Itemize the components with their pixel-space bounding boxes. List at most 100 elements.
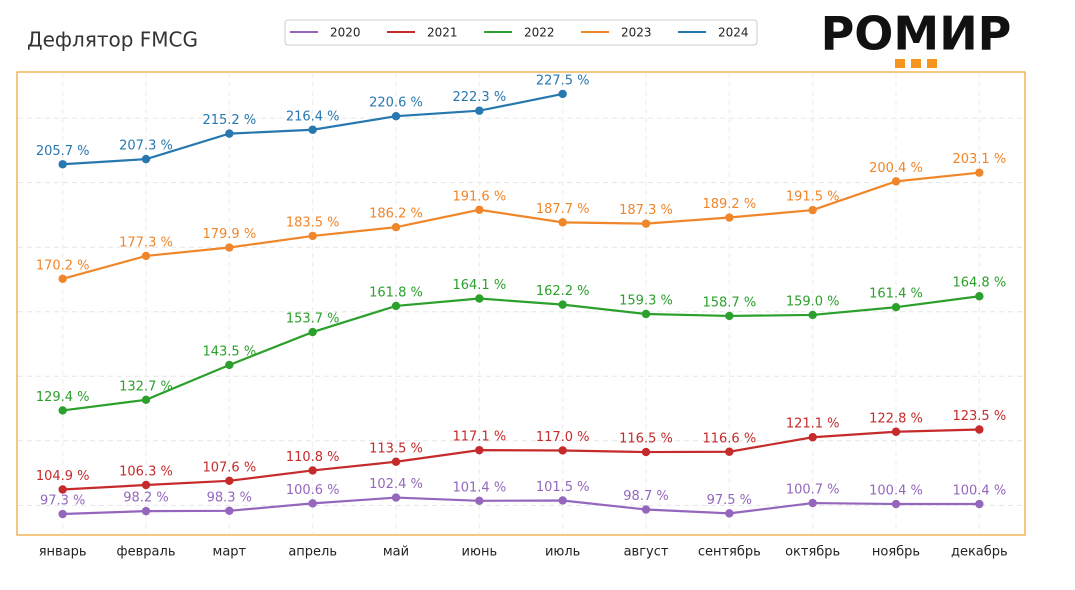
data-point xyxy=(58,160,67,169)
data-point xyxy=(475,445,484,455)
data-point xyxy=(225,506,234,516)
data-point xyxy=(475,205,484,214)
data-label: 187.3 % xyxy=(619,203,673,218)
data-label: 101.4 % xyxy=(452,480,506,495)
data-point xyxy=(641,447,651,457)
data-point xyxy=(58,485,67,494)
x-tick-label: февраль xyxy=(117,545,176,560)
data-label: 100.6 % xyxy=(286,483,340,498)
data-label: 183.5 % xyxy=(286,215,340,230)
data-point xyxy=(308,231,317,241)
data-point xyxy=(391,493,401,502)
data-point xyxy=(308,125,317,134)
data-label: 123.5 % xyxy=(952,409,1006,424)
chart-title: Дефлятор FMCG xyxy=(27,28,198,52)
data-point xyxy=(475,106,484,115)
data-point xyxy=(641,219,651,228)
data-point xyxy=(58,509,67,519)
data-point xyxy=(725,509,734,518)
data-point xyxy=(558,496,567,505)
legend-label: 2024 xyxy=(718,26,749,40)
data-point xyxy=(308,499,317,508)
series-line xyxy=(62,171,980,280)
data-label: 116.5 % xyxy=(619,432,673,447)
data-label: 121.1 % xyxy=(786,417,840,432)
data-point xyxy=(641,505,651,514)
data-label: 189.2 % xyxy=(702,197,756,212)
data-point xyxy=(558,218,567,227)
series-line xyxy=(62,496,980,516)
x-tick-label: ноябрь xyxy=(872,545,920,560)
data-label: 177.3 % xyxy=(119,235,173,250)
x-tick-label: декабрь xyxy=(951,545,1008,560)
data-point xyxy=(308,466,317,475)
data-point xyxy=(58,274,67,284)
data-point xyxy=(975,168,984,177)
data-point xyxy=(891,427,901,436)
data-label: 117.1 % xyxy=(452,430,506,445)
data-label: 179.9 % xyxy=(202,227,256,242)
data-point xyxy=(141,395,151,405)
x-tick-label: март xyxy=(213,545,247,560)
data-point xyxy=(808,205,817,215)
x-tick-label: апрель xyxy=(288,545,337,560)
data-point xyxy=(475,294,484,303)
data-point xyxy=(975,425,984,434)
data-label: 161.8 % xyxy=(369,285,423,300)
data-label: 170.2 % xyxy=(36,258,90,273)
data-label: 110.8 % xyxy=(286,450,340,465)
legend-box xyxy=(284,19,758,46)
data-label: 153.7 % xyxy=(286,312,340,327)
data-label: 97.5 % xyxy=(707,493,752,508)
data-label: 186.2 % xyxy=(369,207,423,222)
data-label: 164.8 % xyxy=(952,276,1006,291)
data-label: 107.6 % xyxy=(202,460,256,475)
data-point xyxy=(225,476,234,485)
data-point xyxy=(808,433,817,442)
data-point xyxy=(475,496,484,505)
data-label: 164.1 % xyxy=(452,278,506,293)
data-label: 100.7 % xyxy=(786,483,840,498)
data-label: 191.5 % xyxy=(786,190,840,205)
logo-square xyxy=(895,59,905,68)
data-label: 216.4 % xyxy=(286,109,340,124)
data-label: 187.7 % xyxy=(536,202,590,217)
data-label: 132.7 % xyxy=(119,379,173,394)
x-tick-label: январь xyxy=(39,545,87,560)
data-label: 101.5 % xyxy=(536,480,590,495)
series-line xyxy=(62,428,980,491)
data-point xyxy=(225,129,234,138)
data-label: 159.0 % xyxy=(786,294,840,309)
legend-label: 2021 xyxy=(427,26,458,40)
data-point xyxy=(891,499,901,509)
data-point xyxy=(558,300,567,309)
data-label: 222.3 % xyxy=(452,90,506,105)
legend-label: 2022 xyxy=(524,26,555,40)
logo: РОМИР xyxy=(821,7,1012,61)
x-tick-label: сентябрь xyxy=(698,545,761,560)
data-point xyxy=(558,446,567,455)
data-point xyxy=(141,154,151,164)
data-label: 100.4 % xyxy=(869,484,923,499)
data-label: 161.4 % xyxy=(869,287,923,302)
data-label: 159.3 % xyxy=(619,293,673,308)
x-tick-label: май xyxy=(383,545,409,560)
data-label: 116.6 % xyxy=(702,431,756,446)
data-point xyxy=(558,89,567,99)
data-label: 97.3 % xyxy=(40,494,85,509)
data-label: 191.6 % xyxy=(452,189,506,204)
data-point xyxy=(725,311,734,321)
data-point xyxy=(808,310,817,320)
data-label: 117.0 % xyxy=(536,430,590,445)
logo-square xyxy=(927,59,937,68)
series-line xyxy=(62,295,980,412)
data-label: 102.4 % xyxy=(369,477,423,492)
data-point xyxy=(391,112,401,121)
data-point xyxy=(391,301,401,311)
logo-square xyxy=(911,59,921,68)
data-label: 162.2 % xyxy=(536,284,590,299)
data-point xyxy=(975,292,984,301)
data-label: 106.3 % xyxy=(119,464,173,479)
data-label: 205.7 % xyxy=(36,144,90,159)
